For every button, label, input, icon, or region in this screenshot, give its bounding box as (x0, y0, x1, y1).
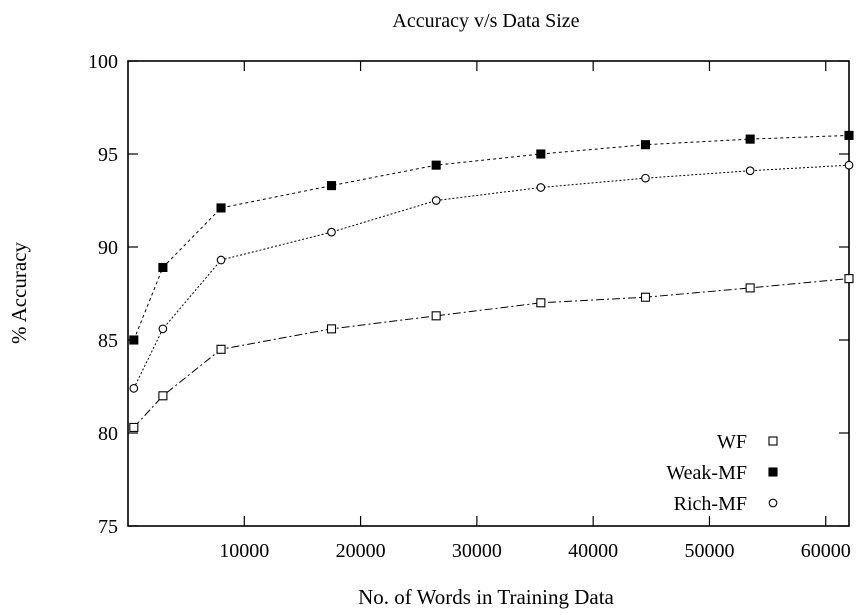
series-layer (129, 130, 854, 432)
legend-marker-weak-mf (768, 467, 778, 477)
x-tick-label: 10000 (219, 540, 269, 562)
data-point-rich-mf (158, 324, 168, 334)
series-line-wf (133, 278, 850, 428)
series-weak-mf (129, 130, 854, 345)
data-point-weak-mf (745, 134, 755, 144)
data-point-weak-mf (844, 130, 854, 140)
y-tick-label: 80 (98, 423, 118, 445)
data-point-wf (640, 292, 651, 302)
data-point-rich-mf (844, 160, 854, 170)
x-tick-label: 50000 (684, 540, 734, 562)
y-tick-label: 90 (98, 237, 118, 259)
y-tick-label: 100 (88, 51, 118, 73)
data-point-wf (129, 422, 139, 432)
data-point-wf (158, 391, 168, 401)
plot-frame (127, 60, 850, 527)
data-point-rich-mf (216, 255, 226, 265)
x-tick-label: 30000 (452, 540, 502, 562)
series-wf (129, 274, 854, 432)
x-tick-label: 60000 (801, 540, 851, 562)
data-point-wf (536, 298, 546, 308)
x-tick-label: 40000 (568, 540, 618, 562)
data-point-rich-mf (745, 166, 755, 176)
data-point-rich-mf (536, 183, 546, 192)
legend-marker-wf (768, 436, 778, 446)
legend-label-wf: WF (717, 431, 747, 453)
series-rich-mf (129, 160, 854, 393)
legend-label-rich-mf: Rich-MF (674, 493, 747, 515)
axis-ticks: 75 80 85 90 95 100 10000 20000 30000 40000 50000 60… (88, 51, 851, 562)
data-point-weak-mf (640, 140, 651, 150)
data-point-rich-mf (431, 196, 441, 205)
legend: WF Weak-MF Rich-MF (666, 431, 778, 515)
data-point-weak-mf (129, 335, 139, 345)
data-point-rich-mf (641, 173, 650, 183)
data-point-weak-mf (326, 181, 337, 191)
data-point-weak-mf (431, 160, 441, 170)
data-point-weak-mf (158, 262, 168, 273)
data-point-wf (431, 311, 441, 321)
data-point-rich-mf (129, 384, 139, 393)
data-point-wf (326, 324, 337, 334)
data-point-wf (745, 283, 755, 293)
data-point-rich-mf (327, 227, 336, 237)
chart-title: Accuracy v/s Data Size (392, 10, 579, 32)
data-point-wf (216, 344, 226, 354)
y-tick-label: 95 (98, 144, 118, 166)
legend-label-weak-mf: Weak-MF (666, 462, 747, 484)
x-tick-label: 20000 (336, 540, 386, 562)
legend-marker-rich-mf (768, 498, 778, 508)
data-point-weak-mf (536, 149, 546, 159)
y-axis-label: % Accuracy (7, 241, 31, 344)
data-point-wf (844, 274, 854, 284)
x-axis-label: No. of Words in Training Data (358, 585, 614, 609)
series-line-rich-mf (133, 164, 850, 389)
y-tick-label: 85 (98, 330, 118, 352)
data-point-weak-mf (216, 203, 226, 213)
y-tick-label: 75 (98, 516, 118, 538)
